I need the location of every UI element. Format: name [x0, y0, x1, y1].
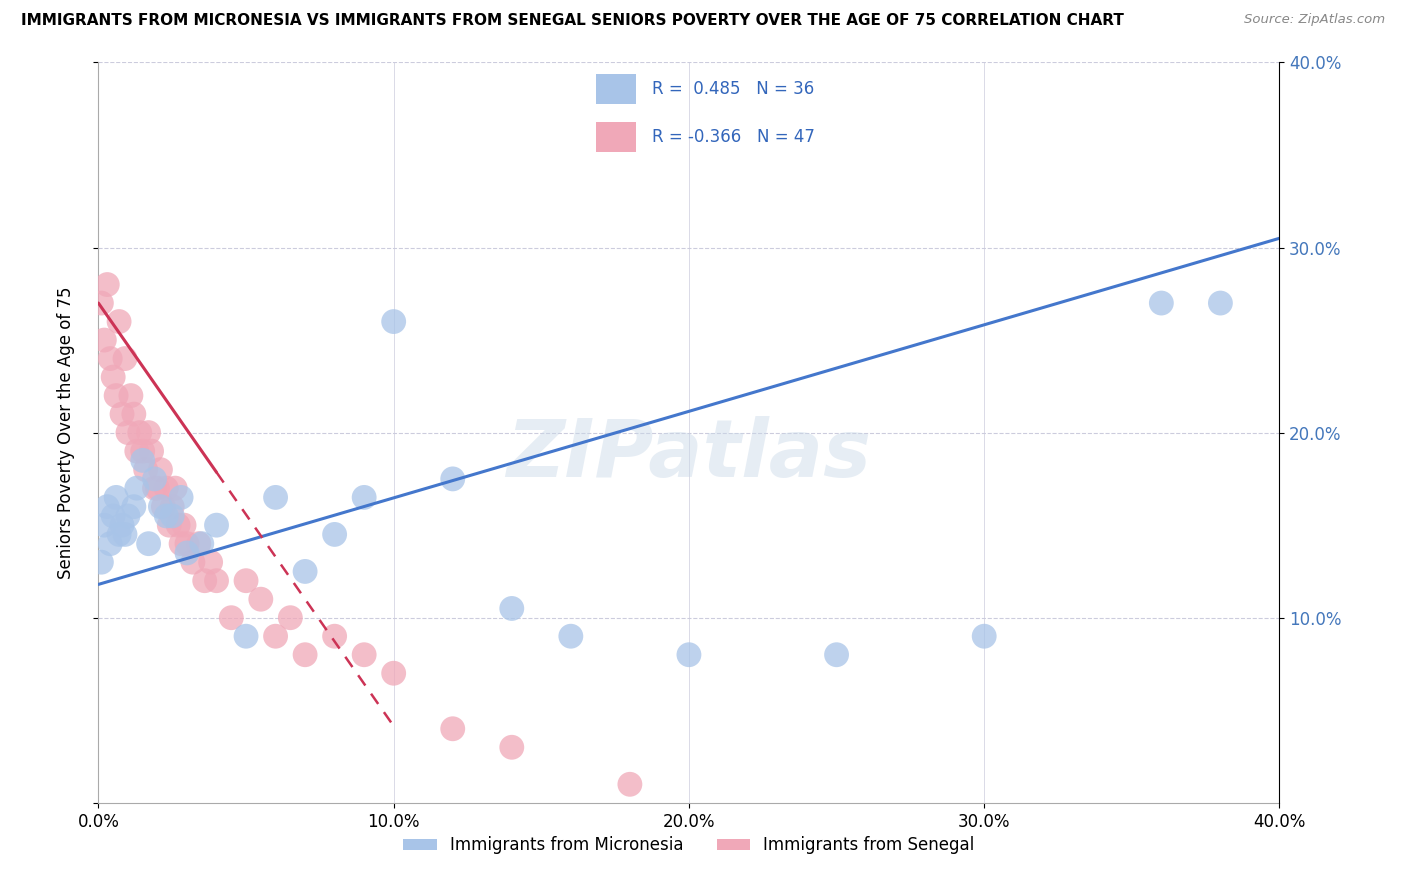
Point	[132, 453, 155, 467]
Point	[117, 508, 139, 523]
Point	[143, 481, 166, 495]
Point	[117, 425, 139, 440]
Point	[96, 500, 118, 514]
Point	[162, 500, 183, 514]
Point	[294, 565, 316, 579]
Point	[120, 388, 142, 402]
Point	[105, 388, 128, 402]
Point	[264, 629, 287, 643]
Point	[176, 536, 198, 550]
Point	[125, 481, 148, 495]
Point	[973, 629, 995, 643]
Point	[90, 296, 112, 310]
Point	[170, 491, 193, 505]
Point	[152, 500, 174, 514]
Point	[205, 574, 228, 588]
Point	[323, 527, 346, 541]
Point	[187, 536, 209, 550]
Point	[221, 610, 243, 624]
Point	[93, 518, 115, 533]
FancyBboxPatch shape	[596, 122, 636, 153]
Point	[157, 518, 180, 533]
Point	[200, 555, 222, 569]
Point	[235, 629, 257, 643]
Point	[382, 314, 405, 328]
Point	[105, 491, 128, 505]
Point	[264, 491, 287, 505]
Point	[191, 536, 214, 550]
Text: IMMIGRANTS FROM MICRONESIA VS IMMIGRANTS FROM SENEGAL SENIORS POVERTY OVER THE A: IMMIGRANTS FROM MICRONESIA VS IMMIGRANTS…	[21, 13, 1123, 29]
Point	[353, 648, 375, 662]
Point	[167, 518, 190, 533]
Point	[501, 601, 523, 615]
Point	[146, 481, 169, 495]
Point	[825, 648, 848, 662]
Text: R = -0.366   N = 47: R = -0.366 N = 47	[651, 128, 814, 146]
Point	[114, 351, 136, 366]
Point	[90, 555, 112, 569]
Point	[122, 500, 145, 514]
Point	[181, 555, 204, 569]
Point	[155, 508, 177, 523]
Point	[501, 740, 523, 755]
Text: ZIPatlas: ZIPatlas	[506, 416, 872, 494]
Point	[143, 472, 166, 486]
Point	[135, 462, 157, 476]
Point	[235, 574, 257, 588]
Point	[141, 444, 163, 458]
Point	[108, 527, 131, 541]
Point	[111, 518, 134, 533]
Point	[176, 546, 198, 560]
Point	[103, 370, 125, 384]
Text: Source: ZipAtlas.com: Source: ZipAtlas.com	[1244, 13, 1385, 27]
Point	[678, 648, 700, 662]
Point	[382, 666, 405, 681]
Point	[280, 610, 302, 624]
Point	[149, 500, 172, 514]
Point	[1150, 296, 1173, 310]
Point	[96, 277, 118, 292]
Point	[98, 351, 121, 366]
Point	[165, 481, 187, 495]
Point	[294, 648, 316, 662]
Point	[132, 444, 155, 458]
Point	[560, 629, 582, 643]
Point	[138, 425, 160, 440]
Point	[170, 536, 193, 550]
Point	[194, 574, 217, 588]
Text: R =  0.485   N = 36: R = 0.485 N = 36	[651, 80, 814, 98]
Point	[173, 518, 195, 533]
Point	[114, 527, 136, 541]
Point	[205, 518, 228, 533]
Point	[155, 481, 177, 495]
Point	[128, 425, 150, 440]
Point	[162, 508, 183, 523]
Point	[138, 536, 160, 550]
Point	[108, 314, 131, 328]
Point	[111, 407, 134, 421]
Point	[323, 629, 346, 643]
Point	[250, 592, 273, 607]
Point	[149, 462, 172, 476]
Point	[1209, 296, 1232, 310]
Point	[441, 722, 464, 736]
Point	[103, 508, 125, 523]
Point	[98, 536, 121, 550]
FancyBboxPatch shape	[596, 74, 636, 104]
Y-axis label: Seniors Poverty Over the Age of 75: Seniors Poverty Over the Age of 75	[56, 286, 75, 579]
Legend: Immigrants from Micronesia, Immigrants from Senegal: Immigrants from Micronesia, Immigrants f…	[396, 830, 981, 861]
Point	[353, 491, 375, 505]
Point	[122, 407, 145, 421]
Point	[441, 472, 464, 486]
Point	[125, 444, 148, 458]
Point	[619, 777, 641, 791]
Point	[93, 333, 115, 347]
